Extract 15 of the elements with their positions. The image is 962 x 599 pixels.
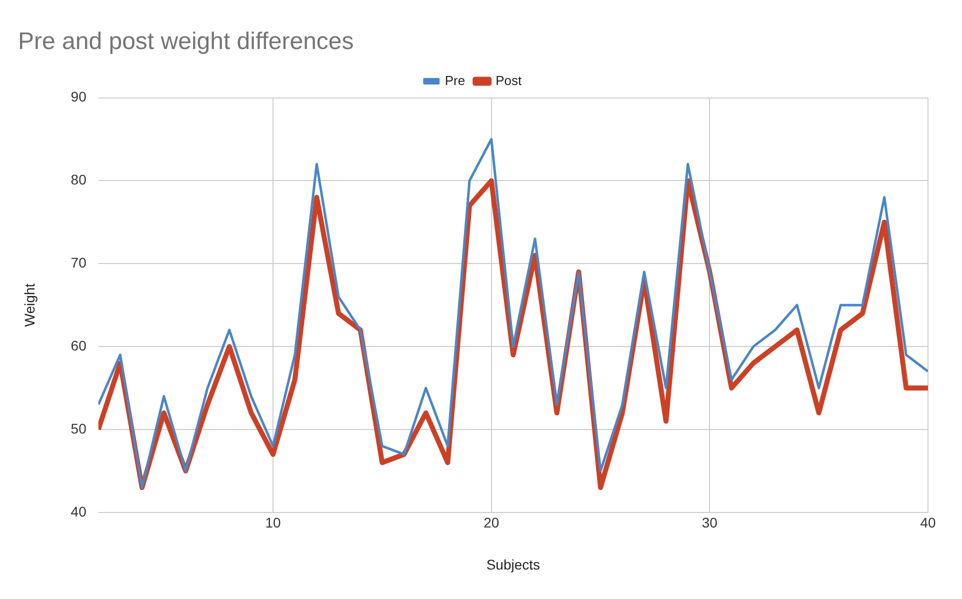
chart-title: Pre and post weight differences [18,28,354,56]
y-tick-label: 80 [70,172,87,188]
y-tick-label: 90 [70,88,87,105]
x-tick-label: 30 [702,514,718,531]
y-axis-title: Weight [21,283,38,327]
x-tick-label: 40 [920,514,936,531]
y-tick-label: 60 [70,337,87,354]
x-tick-label: 20 [484,514,500,531]
legend-label: Post [496,72,522,88]
y-tick-label: 40 [70,503,87,520]
legend-label: Pre [444,72,466,88]
y-tick-label: 50 [70,420,87,436]
x-axis-title: Subjects [486,556,540,572]
y-tick-label: 70 [70,254,87,270]
x-tick-label: 10 [265,514,282,531]
